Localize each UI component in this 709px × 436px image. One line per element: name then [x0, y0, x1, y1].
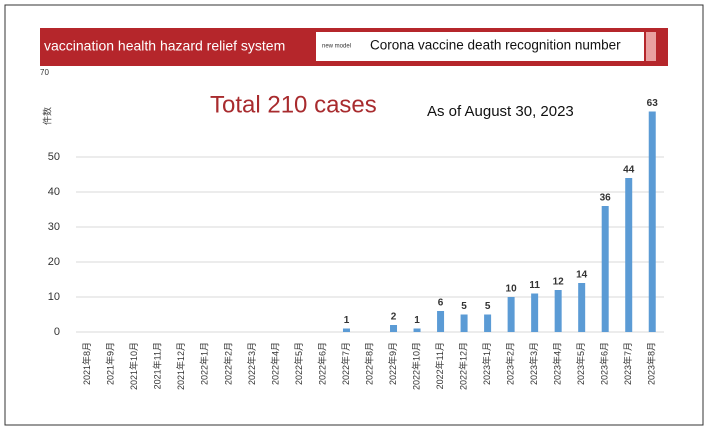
bar: [413, 328, 421, 332]
x-tick-label: 2022年2月: [222, 342, 233, 385]
bar: [342, 328, 350, 332]
y-tick-label: 30: [48, 221, 60, 233]
header-edge: [646, 32, 656, 61]
x-tick-label: 2023年7月: [622, 342, 633, 385]
data-label: 6: [438, 298, 444, 309]
data-label: 1: [414, 315, 420, 326]
x-tick-label: 2022年11月: [434, 342, 445, 389]
data-label: 36: [600, 193, 612, 204]
chart-title: Total 210 cases: [210, 91, 377, 118]
y-tick-label: 0: [54, 326, 60, 338]
chart-subtitle: As of August 30, 2023: [427, 103, 574, 120]
x-tick-label: 2023年1月: [481, 342, 492, 385]
x-tick-label: 2023年6月: [599, 342, 610, 385]
bar: [531, 293, 539, 332]
bar: [437, 311, 445, 332]
x-tick-label: 2022年6月: [316, 342, 327, 385]
x-tick-label: 2023年2月: [504, 342, 515, 385]
y-tick-label: 10: [48, 291, 60, 303]
header-badge: new model: [322, 44, 351, 50]
y-tick-label: 50: [48, 151, 60, 163]
bar: [648, 111, 656, 332]
x-tick-label: 2021年9月: [105, 342, 116, 385]
y-tick-label: 20: [48, 256, 60, 268]
x-tick-label: 2023年5月: [575, 342, 586, 385]
header-box: [316, 32, 644, 61]
y-tick-label: 70: [40, 68, 49, 77]
data-label: 44: [623, 165, 635, 176]
data-label: 12: [553, 277, 565, 288]
bar: [460, 314, 468, 332]
bar: [625, 178, 633, 332]
bar: [484, 314, 492, 332]
data-label: 11: [529, 280, 540, 291]
bar: [554, 290, 562, 332]
bar: [390, 325, 398, 332]
x-tick-label: 2023年8月: [646, 342, 657, 385]
x-tick-label: 2021年10月: [128, 342, 139, 390]
x-tick-label: 2021年11月: [152, 342, 163, 389]
data-label: 2: [391, 312, 397, 323]
data-label: 1: [344, 315, 350, 326]
x-tick-label: 2021年8月: [81, 342, 92, 385]
data-label: 10: [506, 284, 518, 295]
x-tick-label: 2022年8月: [363, 342, 374, 385]
x-tick-label: 2022年12月: [457, 342, 468, 390]
x-tick-label: 2022年3月: [246, 342, 257, 385]
data-label: 5: [485, 301, 491, 312]
data-label: 63: [647, 98, 659, 109]
data-label: 5: [461, 301, 467, 312]
y-tick-label: 40: [48, 186, 60, 198]
y-axis-label: 件数: [41, 107, 52, 125]
bar: [601, 206, 609, 332]
data-label: 14: [576, 270, 588, 281]
x-tick-label: 2023年4月: [552, 342, 563, 385]
bar: [507, 297, 515, 332]
x-tick-label: 2022年4月: [269, 342, 280, 385]
x-tick-label: 2023年3月: [528, 342, 539, 385]
header-system: vaccination health hazard relief system: [44, 38, 285, 54]
x-tick-label: 2022年10月: [410, 342, 421, 390]
x-tick-label: 2022年5月: [293, 342, 304, 385]
x-tick-label: 2022年7月: [340, 342, 351, 385]
bar: [578, 283, 586, 332]
x-tick-label: 2021年12月: [175, 342, 186, 390]
header-label: Corona vaccine death recognition number: [370, 38, 621, 53]
x-tick-label: 2022年1月: [199, 342, 210, 385]
frame: [4, 4, 704, 426]
x-tick-label: 2022年9月: [387, 342, 398, 385]
